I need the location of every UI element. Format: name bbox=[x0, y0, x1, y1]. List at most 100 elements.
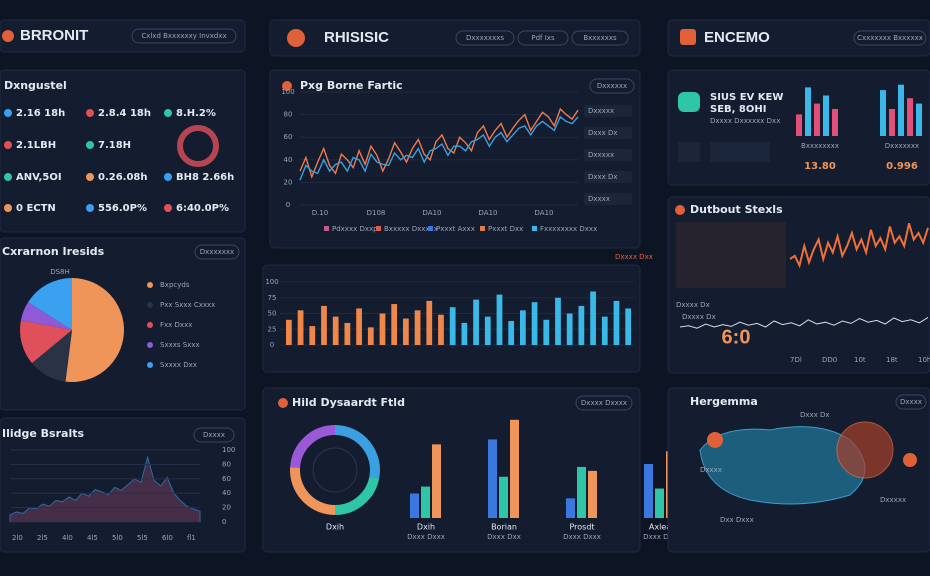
icon bbox=[86, 173, 94, 181]
bar bbox=[499, 476, 508, 518]
label: 5l0 bbox=[112, 534, 123, 542]
bar bbox=[898, 84, 904, 136]
label: 6:0 bbox=[722, 326, 751, 348]
button[interactable] bbox=[194, 244, 240, 260]
label: Ilidge Bsralts bbox=[2, 427, 84, 440]
legend-swatch bbox=[147, 362, 153, 368]
label: 5l5 bbox=[137, 534, 148, 542]
icon bbox=[4, 141, 12, 149]
bar bbox=[321, 305, 327, 345]
button[interactable] bbox=[853, 30, 927, 46]
bar bbox=[625, 308, 632, 345]
bar bbox=[814, 103, 820, 136]
label: Pdxxxx Dxxp bbox=[332, 225, 378, 233]
label: Dxxx Dxx bbox=[487, 533, 521, 541]
label: 75 bbox=[268, 294, 277, 302]
donut-segment bbox=[290, 425, 336, 469]
label: DS8H bbox=[50, 268, 70, 276]
button[interactable] bbox=[589, 78, 635, 94]
label: 0 ECTN bbox=[16, 203, 56, 214]
icon bbox=[164, 204, 172, 212]
label: Dxxxxxx bbox=[597, 82, 627, 90]
label: 6l0 bbox=[162, 534, 173, 542]
label: Dxxx Dx bbox=[588, 129, 618, 137]
icon bbox=[86, 141, 94, 149]
label: Dxxxxxxxs bbox=[466, 34, 504, 42]
label: Cxrarnon Iresids bbox=[2, 245, 105, 258]
label: 20 bbox=[284, 178, 293, 186]
label: Pdf Ixs bbox=[531, 34, 555, 42]
label: 0.996 bbox=[886, 161, 918, 172]
bar bbox=[508, 321, 515, 345]
label: 80 bbox=[222, 460, 231, 468]
label: Dxxx Dx bbox=[588, 173, 618, 181]
button[interactable] bbox=[455, 30, 515, 46]
label: Dxxxx bbox=[588, 195, 610, 203]
label: BRRONIT bbox=[20, 27, 88, 44]
label: Sxxxx Dxx bbox=[160, 361, 197, 369]
bar bbox=[832, 109, 838, 136]
label: fl1 bbox=[187, 534, 196, 542]
label: Dxxxxxxx bbox=[885, 142, 919, 150]
label: Dxxxx Dx bbox=[682, 313, 716, 321]
bar bbox=[286, 319, 292, 345]
label: Dxxxxx bbox=[880, 496, 906, 504]
bar bbox=[297, 310, 304, 345]
label: Bxxxxxxs bbox=[583, 34, 617, 42]
panel bbox=[269, 19, 641, 57]
bar bbox=[644, 464, 653, 518]
label: 80 bbox=[284, 111, 293, 119]
bar bbox=[590, 291, 596, 345]
pie-slice bbox=[31, 330, 72, 382]
label: Dutbout Stexls bbox=[690, 203, 783, 216]
label: 7.18H bbox=[98, 140, 131, 151]
donut-segment bbox=[334, 476, 380, 515]
label: 556.0P% bbox=[98, 203, 147, 214]
bar bbox=[414, 310, 421, 345]
label: 60 bbox=[222, 475, 231, 483]
white-line bbox=[679, 316, 929, 329]
label: 4l5 bbox=[87, 534, 98, 542]
label: 0.26.08h bbox=[98, 172, 148, 183]
button[interactable] bbox=[895, 394, 927, 410]
label: DA10 bbox=[423, 209, 442, 217]
bar bbox=[473, 299, 479, 345]
legend-swatch bbox=[376, 226, 381, 231]
side-item bbox=[584, 149, 632, 161]
legend-swatch bbox=[428, 226, 433, 231]
bar bbox=[543, 319, 550, 345]
bar bbox=[880, 90, 886, 136]
deco-card bbox=[676, 222, 786, 288]
deco-ring bbox=[177, 125, 219, 167]
bar bbox=[655, 488, 664, 518]
label: Hild Dysaardt Ftld bbox=[292, 396, 405, 409]
orange-line bbox=[789, 223, 929, 269]
side-item bbox=[584, 127, 632, 139]
bar bbox=[578, 305, 585, 345]
bar bbox=[613, 300, 620, 345]
label: 60 bbox=[284, 133, 293, 141]
label: Dxih bbox=[417, 523, 435, 532]
button[interactable] bbox=[131, 28, 237, 44]
button[interactable] bbox=[193, 427, 235, 443]
icon bbox=[4, 204, 12, 212]
button[interactable] bbox=[517, 30, 569, 46]
label: 100 bbox=[265, 278, 278, 286]
label: 40 bbox=[222, 489, 231, 497]
legend-swatch bbox=[480, 226, 485, 231]
panel bbox=[262, 387, 641, 553]
label: ENCEMO bbox=[704, 29, 770, 46]
bar bbox=[484, 316, 491, 345]
icon bbox=[86, 204, 94, 212]
label: 100 bbox=[222, 446, 235, 454]
donut-center bbox=[312, 447, 358, 493]
label: 8.H.2% bbox=[176, 108, 216, 119]
label: SIUS EV KEW bbox=[710, 92, 783, 103]
map-icon bbox=[707, 432, 723, 448]
price-line bbox=[299, 115, 579, 181]
button[interactable] bbox=[575, 395, 633, 411]
label: Pxg Borne Fartic bbox=[300, 79, 403, 92]
button[interactable] bbox=[571, 30, 629, 46]
icon bbox=[282, 81, 292, 91]
bar bbox=[907, 98, 913, 136]
